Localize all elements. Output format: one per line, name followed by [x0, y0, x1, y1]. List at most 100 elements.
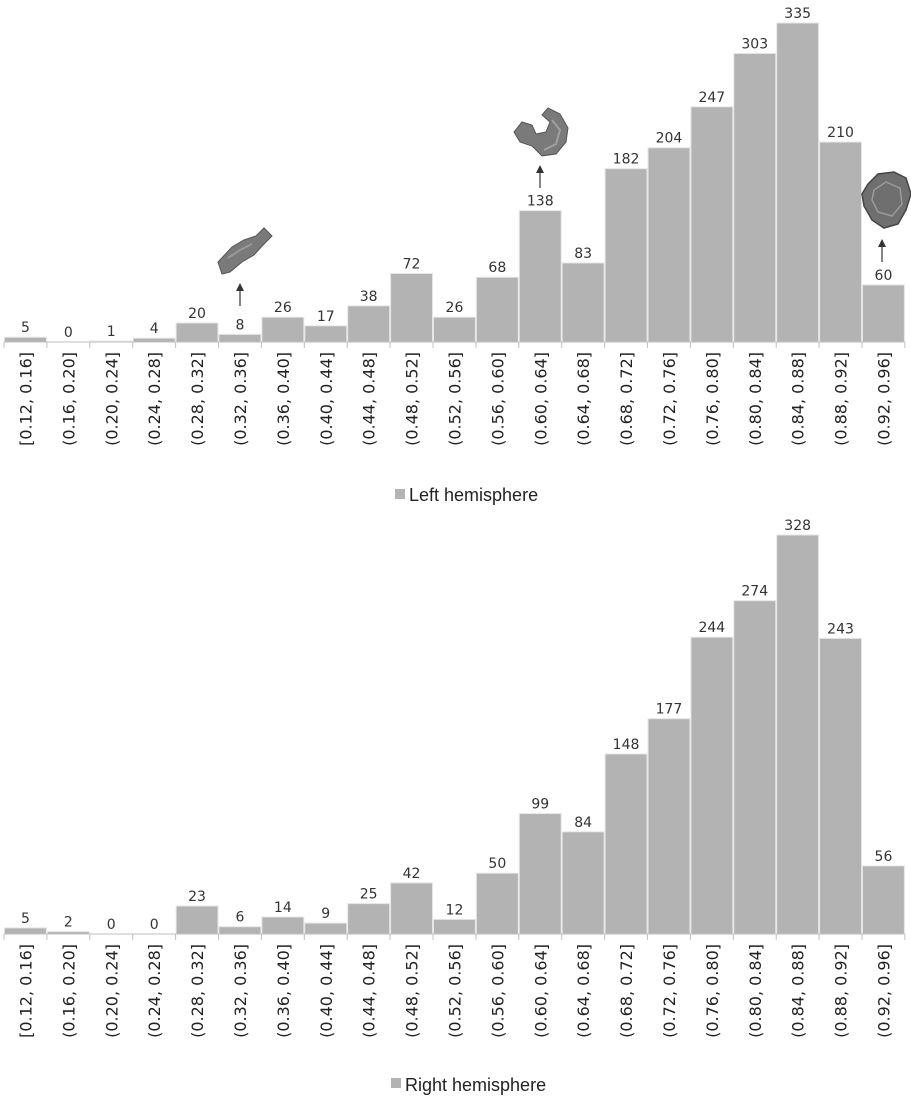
x-tick-label: [0.12, 0.16] [16, 944, 35, 1038]
histogram-bar [819, 141, 862, 343]
x-tick-label: (0.60, 0.64] [531, 352, 550, 446]
bar-value-label: 303 [741, 36, 768, 52]
histogram-bar [475, 872, 519, 935]
x-tick-label: (0.76, 0.80] [703, 352, 722, 446]
bar-value-label: 50 [488, 856, 506, 872]
x-tick-label: (0.24, 0.28] [145, 352, 164, 446]
bar-value-label: 6 [235, 910, 244, 926]
x-tick-label: (0.28, 0.32] [188, 944, 207, 1038]
x-tick-label: (0.48, 0.52] [403, 352, 422, 446]
histogram-bar [175, 322, 219, 343]
x-tick-label: (0.64, 0.68] [574, 352, 593, 446]
histogram-bar [475, 276, 519, 343]
x-tick-label: (0.56, 0.60] [488, 944, 507, 1038]
bar-value-label: 328 [784, 518, 811, 534]
legend-swatch [391, 1078, 401, 1088]
left-hemisphere-chart: 5 0 1 4 20 8 26 17 38 72 26 68 138 83 182 204 247 303 335 2… [3, 6, 911, 505]
histogram-bar [561, 262, 605, 343]
bar-value-label: 274 [741, 584, 768, 600]
histogram-bar [647, 147, 691, 343]
histogram-bar [561, 831, 605, 935]
x-tick-label: (0.20, 0.24] [102, 944, 121, 1038]
x-tick-label: (0.56, 0.60] [488, 352, 507, 446]
histogram-bar [733, 52, 777, 343]
histogram-bar [433, 316, 476, 343]
x-tick-label: (0.68, 0.72] [617, 944, 636, 1038]
histogram-bar [218, 333, 262, 343]
histogram-bar [347, 305, 391, 343]
round-lumpy-shape-icon [861, 171, 911, 229]
x-tick-label: (0.16, 0.20] [59, 352, 78, 446]
histogram-bar [347, 903, 391, 935]
x-tick-label: (0.52, 0.56] [445, 944, 464, 1038]
left-bars [4, 22, 905, 343]
histogram-bar [4, 927, 47, 935]
histogram-bar [261, 916, 305, 935]
x-tick-label: (0.16, 0.20] [59, 944, 78, 1038]
legend-label: Left hemisphere [409, 485, 538, 505]
x-tick-label: (0.60, 0.64] [531, 944, 550, 1038]
arrow-up-icon [536, 165, 544, 188]
right-bars [4, 534, 905, 935]
bar-value-label: 182 [613, 152, 640, 168]
curved-shape-icon [513, 107, 569, 157]
bar-value-label: 5 [21, 911, 30, 927]
bar-value-label: 38 [360, 289, 378, 305]
bar-value-label: 8 [235, 317, 244, 333]
bar-value-label: 4 [150, 321, 159, 337]
x-tick-label: (0.52, 0.56] [445, 352, 464, 446]
histogram-bar [819, 637, 862, 935]
bar-value-label: 1 [107, 324, 116, 340]
left-data-labels: 5 0 1 4 20 8 26 17 38 72 26 68 138 83 182 204 247 303 335 2… [21, 6, 892, 341]
x-tick-label: (0.88, 0.92] [832, 352, 851, 446]
histogram-bar [433, 918, 476, 935]
histogram-bar [132, 337, 176, 343]
bar-value-label: 243 [827, 621, 854, 637]
histogram-bar [776, 22, 820, 343]
histogram-bar [218, 926, 262, 935]
bar-value-label: 26 [274, 300, 292, 316]
right-x-tick-marks [3, 934, 906, 940]
right-hemisphere-chart: 5 2 0 0 23 6 14 9 25 42 12 50 99 84 148 177 244 274 328 243… [3, 518, 906, 1095]
x-tick-label: (0.64, 0.68] [574, 944, 593, 1038]
bar-value-label: 12 [446, 902, 464, 918]
x-tick-label: (0.28, 0.32] [188, 352, 207, 446]
x-tick-label: (0.72, 0.76] [660, 352, 679, 446]
bar-value-label: 0 [107, 917, 116, 933]
x-tick-label: (0.84, 0.88] [789, 352, 808, 446]
bar-value-label: 42 [403, 866, 421, 882]
bar-value-label: 335 [784, 6, 811, 22]
histogram-bar [261, 316, 305, 343]
x-tick-label: [0.12, 0.16] [16, 352, 35, 446]
bar-value-label: 244 [698, 620, 725, 636]
x-tick-label: (0.80, 0.84] [746, 944, 765, 1038]
bar-value-label: 148 [613, 737, 640, 753]
bar-value-label: 72 [403, 256, 421, 272]
histogram-bar [4, 336, 47, 343]
histogram-bar [776, 534, 820, 935]
histogram-bar [862, 284, 905, 343]
x-tick-label: (0.40, 0.44] [317, 944, 336, 1038]
histogram-bar [690, 636, 734, 935]
bar-value-label: 2 [64, 915, 73, 931]
bar-value-label: 17 [317, 309, 335, 325]
bar-value-label: 68 [488, 260, 506, 276]
x-tick-label: (0.44, 0.48] [360, 944, 379, 1038]
right-category-labels: [0.12, 0.16] (0.16, 0.20] (0.20, 0.24] (0.2… [16, 944, 893, 1038]
bar-value-label: 247 [698, 90, 725, 106]
bar-value-label: 83 [574, 246, 592, 262]
arrow-up-icon [878, 239, 886, 262]
right-data-labels: 5 2 0 0 23 6 14 9 25 42 12 50 99 84 148 177 244 274 328 243… [21, 518, 892, 933]
bar-value-label: 210 [827, 125, 854, 141]
histogram-bar [518, 813, 562, 935]
x-tick-label: (0.80, 0.84] [746, 352, 765, 446]
bar-value-label: 56 [875, 849, 893, 865]
x-tick-label: (0.84, 0.88] [789, 944, 808, 1038]
bar-value-label: 177 [656, 702, 683, 718]
legend-swatch [395, 489, 405, 499]
bar-value-label: 25 [360, 887, 378, 903]
arrow-up-icon [236, 283, 244, 306]
x-tick-label: (0.32, 0.36] [231, 352, 250, 446]
x-tick-label: (0.40, 0.44] [317, 352, 336, 446]
